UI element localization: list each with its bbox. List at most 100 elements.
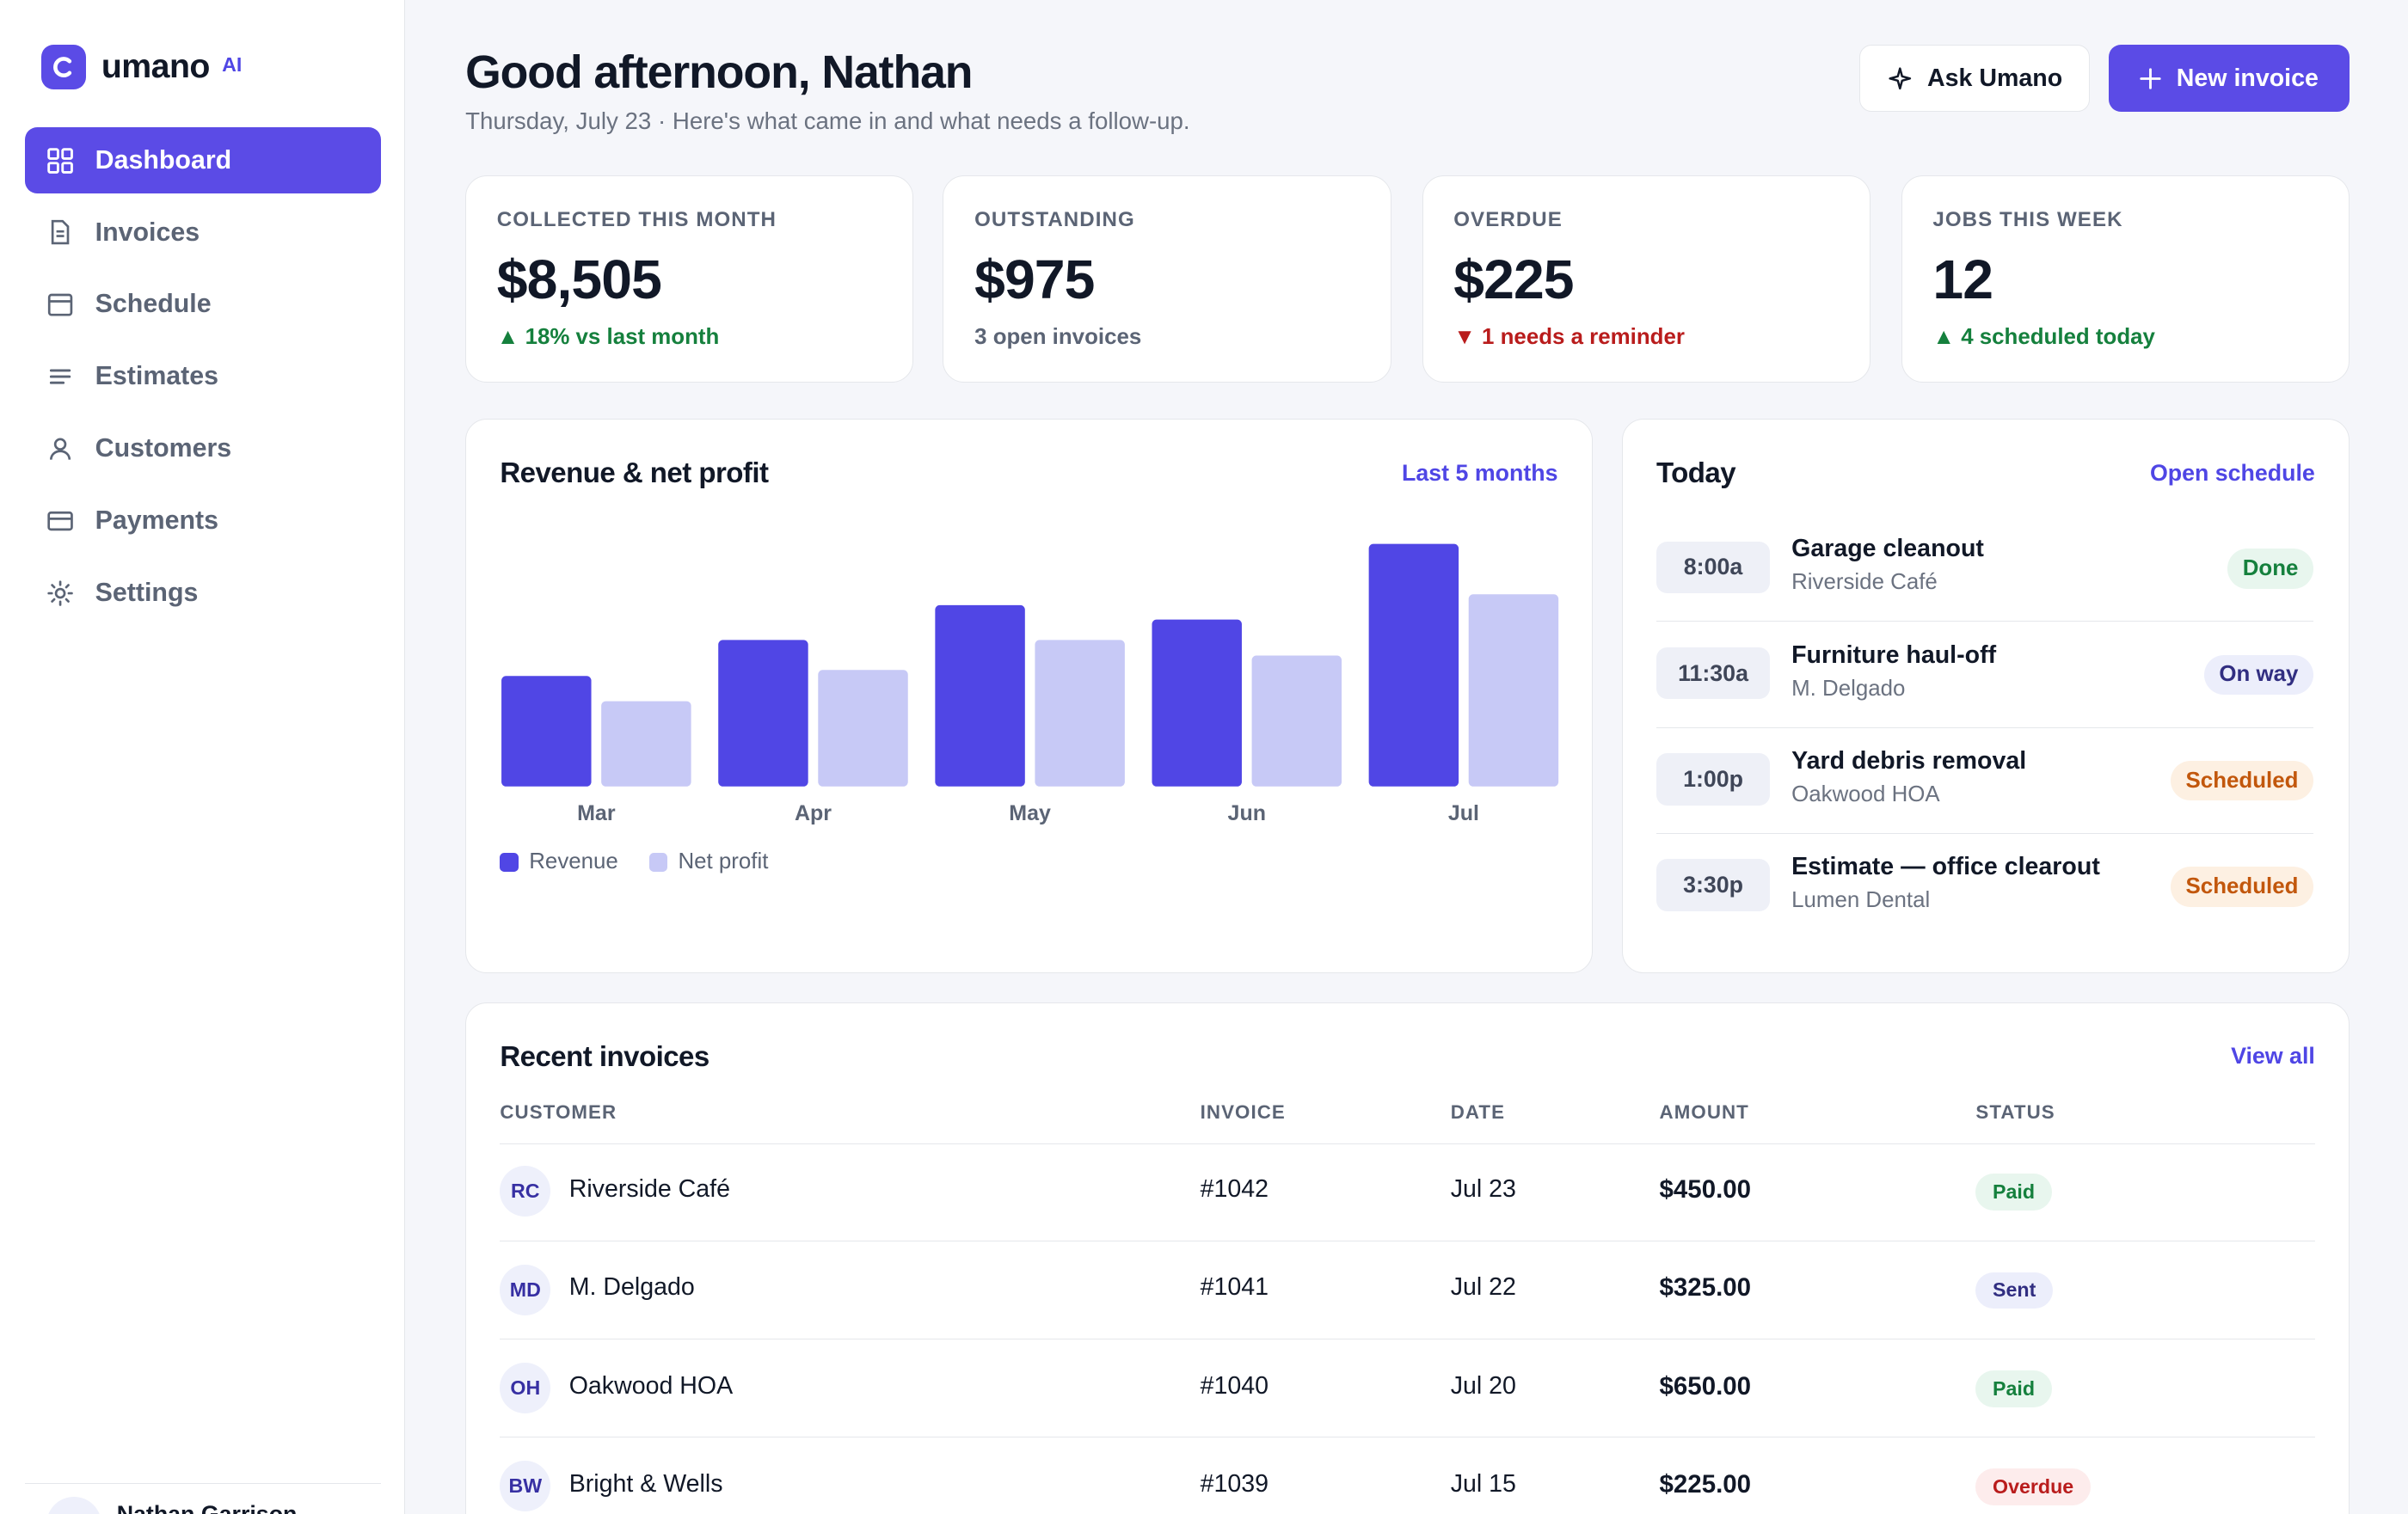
bar-revenue-jun[interactable] [1152, 620, 1243, 788]
job-item[interactable]: 11:30a Furniture haul-off M. Delgado On … [1656, 621, 2314, 726]
grid-icon [46, 147, 74, 175]
gear-icon [46, 579, 74, 607]
sidebar-item-schedule[interactable]: Schedule [25, 272, 381, 338]
x-tick-label: Jul [1448, 802, 1479, 826]
job-time: 8:00a [1656, 541, 1771, 594]
stat-value: $975 [974, 248, 1095, 311]
ask-umano-button[interactable]: Ask Umano [1859, 44, 2091, 113]
stat-trend: ▼ 1 needs a reminder [1453, 324, 1685, 349]
bar-revenue-mar[interactable] [501, 676, 592, 788]
customer-name: M. Delgado [568, 1273, 695, 1302]
stat-value: $225 [1453, 248, 1574, 311]
bar-net-profit-jul[interactable] [1468, 594, 1559, 788]
invoice-amount: $325.00 [1659, 1273, 1752, 1303]
stat-note: 3 open invoices [974, 324, 1142, 349]
table-row[interactable]: RC Riverside Café #1042 Jul 23 $450.00 P… [500, 1143, 2316, 1241]
divider [500, 1143, 2316, 1144]
status-badge: Scheduled [2170, 867, 2314, 907]
sidebar-divider [24, 1482, 381, 1484]
invoice-number: #1042 [1200, 1175, 1269, 1204]
job-title: Yard debris removal [1791, 746, 2027, 775]
chart-legend: Revenue Net profit [500, 849, 768, 874]
column-header-date[interactable]: DATE [1450, 1101, 1506, 1124]
range-selector-link[interactable]: Last 5 months [1402, 459, 1558, 486]
column-header-invoice[interactable]: INVOICE [1200, 1101, 1286, 1124]
avatar [46, 1497, 101, 1514]
sidebar-item-estimates[interactable]: Estimates [25, 344, 381, 410]
bar-net-profit-mar[interactable] [601, 702, 691, 788]
invoice-date: Jul 20 [1450, 1371, 1516, 1400]
job-title: Furniture haul-off [1791, 641, 1997, 669]
invoice-date: Jul 22 [1450, 1273, 1516, 1302]
x-tick-label: Jun [1228, 802, 1266, 826]
invoice-number: #1039 [1200, 1469, 1269, 1498]
stat-value: 12 [1932, 248, 1993, 311]
job-item[interactable]: 8:00a Garage cleanout Riverside Café Don… [1656, 515, 2314, 621]
stat-trend: ▲ 18% vs last month [496, 324, 720, 349]
legend-swatch [500, 853, 519, 872]
stat-card-outstanding: OUTSTANDING $975 3 open invoices [943, 175, 1391, 383]
stat-card-overdue: OVERDUE $225 ▼ 1 needs a reminder [1422, 175, 1870, 383]
legend-item-revenue: Revenue [500, 849, 618, 874]
column-header-amount[interactable]: AMOUNT [1659, 1101, 1749, 1124]
brand[interactable]: umano AI [41, 44, 242, 89]
divider [1656, 726, 2314, 728]
job-client: Lumen Dental [1791, 888, 1931, 913]
ask-umano-label: Ask Umano [1927, 64, 2063, 92]
column-header-status[interactable]: STATUS [1975, 1101, 2055, 1124]
status-badge: Scheduled [2170, 760, 2314, 801]
bar-net-profit-apr[interactable] [818, 670, 908, 788]
list-icon [46, 363, 74, 390]
sidebar-item-payments[interactable]: Payments [25, 488, 381, 555]
sidebar-item-label: Dashboard [95, 145, 232, 175]
job-client: M. Delgado [1791, 676, 1906, 701]
table-row[interactable]: OH Oakwood HOA #1040 Jul 20 $650.00 Paid [500, 1339, 2316, 1437]
sidebar-nav: Dashboard Invoices Schedule Estimates Cu… [24, 127, 381, 632]
page-title: Good afternoon, Nathan [465, 46, 973, 98]
invoice-amount: $450.00 [1659, 1175, 1752, 1204]
stat-card-collected: COLLECTED THIS MONTH $8,505 ▲ 18% vs las… [465, 175, 914, 383]
sidebar-item-label: Payments [95, 506, 219, 536]
brand-name: umano [101, 47, 211, 86]
customer-name: Oakwood HOA [568, 1371, 734, 1400]
bar-revenue-jul[interactable] [1368, 544, 1459, 788]
bar-revenue-may[interactable] [935, 605, 1025, 788]
stat-label: OVERDUE [1453, 208, 1563, 232]
stat-card-jobs: JOBS THIS WEEK 12 ▲ 4 scheduled today [1901, 175, 2350, 383]
sidebar-item-invoices[interactable]: Invoices [25, 199, 381, 266]
sidebar-item-dashboard[interactable]: Dashboard [24, 127, 381, 193]
avatar: BW [500, 1461, 551, 1512]
avatar: RC [500, 1166, 551, 1217]
job-item[interactable]: 1:00p Yard debris removal Oakwood HOA Sc… [1656, 727, 2314, 833]
table-row[interactable]: MD M. Delgado #1041 Jul 22 $325.00 Sent [500, 1241, 2316, 1339]
view-all-link[interactable]: View all [2231, 1043, 2315, 1070]
job-item[interactable]: 3:30p Estimate — office clearout Lumen D… [1656, 833, 2314, 939]
bar-net-profit-jun[interactable] [1251, 656, 1342, 788]
sidebar-item-label: Customers [95, 434, 232, 463]
bar-revenue-apr[interactable] [718, 640, 808, 788]
sidebar-item-label: Schedule [95, 290, 212, 319]
job-time: 11:30a [1656, 647, 1771, 700]
today-title: Today [1656, 457, 1736, 489]
bar-net-profit-may[interactable] [1035, 640, 1125, 788]
invoice-number: #1040 [1200, 1371, 1269, 1400]
legend-swatch [648, 853, 667, 872]
job-title: Garage cleanout [1791, 535, 1984, 563]
stat-value: $8,505 [496, 248, 662, 311]
sidebar-item-customers[interactable]: Customers [25, 416, 381, 482]
status-badge: Overdue [1975, 1468, 2091, 1505]
legend-item-net-profit: Net profit [648, 849, 768, 874]
table-row[interactable]: BW Bright & Wells #1039 Jul 15 $225.00 O… [500, 1437, 2315, 1514]
customer-name: Riverside Café [568, 1175, 731, 1204]
sidebar-item-label: Estimates [95, 362, 219, 391]
divider [1656, 832, 2314, 834]
legend-label: Revenue [529, 849, 618, 874]
sidebar-item-settings[interactable]: Settings [25, 561, 381, 627]
avatar: MD [500, 1264, 551, 1315]
column-header-customer[interactable]: CUSTOMER [500, 1101, 617, 1124]
open-schedule-link[interactable]: Open schedule [2149, 459, 2315, 486]
new-invoice-button[interactable]: New invoice [2108, 44, 2350, 113]
user-profile[interactable]: Nathan Garrison [46, 1497, 297, 1514]
invoice-date: Jul 23 [1450, 1175, 1516, 1204]
user-icon [46, 435, 74, 463]
